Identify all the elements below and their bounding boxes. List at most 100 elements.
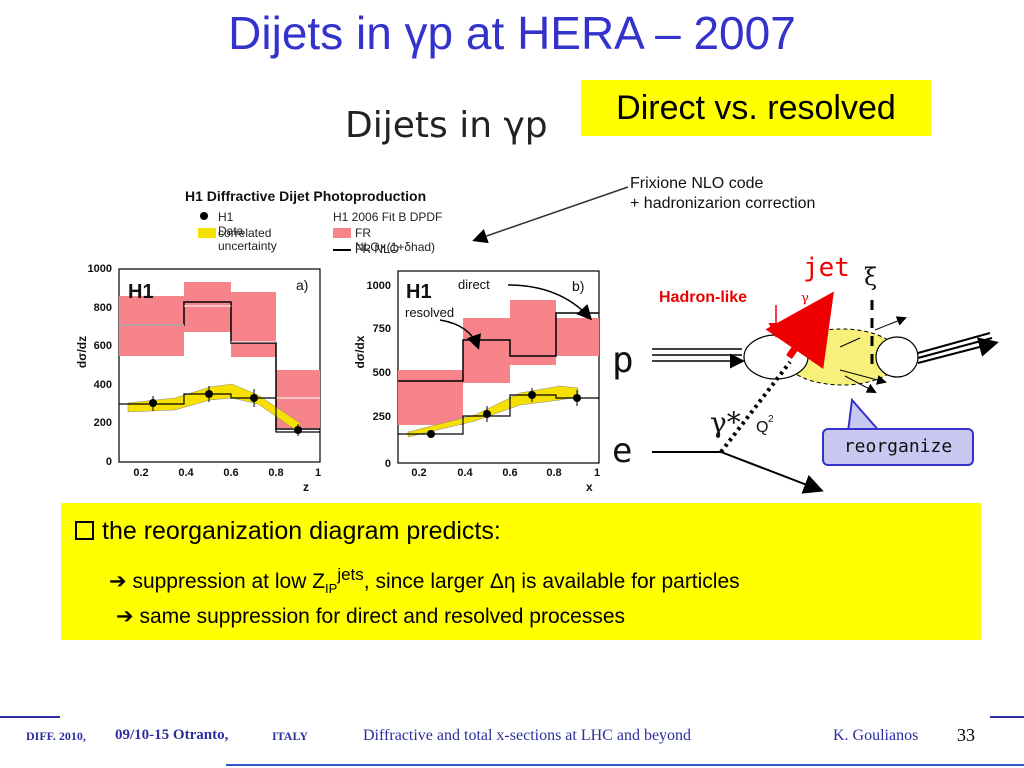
figure-heading: Dijets in γp <box>345 105 548 146</box>
legend-fit: H1 2006 Fit B DPDF <box>333 210 443 224</box>
proton-out-3 <box>917 337 999 364</box>
footer-bottom-rule <box>226 764 1024 766</box>
bullet-1: ➔ suppression at low ZIPjets, since larg… <box>109 565 740 596</box>
q2-superscript: 2 <box>768 414 774 425</box>
legend-corr2: uncertainty <box>218 239 277 253</box>
panel-a-ytick-200: 200 <box>94 417 112 429</box>
bullet-1-sub: IP <box>325 581 338 597</box>
footer-talk: Diffractive and total x-sections at LHC … <box>363 727 692 744</box>
reorganize-label: reorganize <box>822 428 974 466</box>
xi-label: ξ <box>864 263 877 291</box>
panel-b-band-4 <box>556 318 599 356</box>
footer-rule-left <box>0 716 60 718</box>
panel-a-ytick-400: 400 <box>94 379 112 391</box>
bullet-2-text: same suppression for direct and resolved… <box>139 605 626 628</box>
panel-b-ytick-1000: 1000 <box>367 280 391 292</box>
panel-b-ytick-0: 0 <box>385 458 391 470</box>
panel-a-ytick-800: 800 <box>94 302 112 314</box>
proton-out-1 <box>917 332 991 354</box>
bullet-main: the reorganization diagram predicts: <box>75 517 501 546</box>
data-marker-icon <box>200 212 208 220</box>
panel-b-xtick-1: 0.4 <box>457 467 473 479</box>
yellow-band-icon <box>198 228 216 238</box>
panel-b-xtick-4: 1 <box>594 467 600 479</box>
panel-b-data-points <box>427 388 581 438</box>
proton-out-2 <box>917 337 993 359</box>
panel-a-band-1 <box>119 296 184 356</box>
panel-b-resolved-label: resolved <box>405 305 454 320</box>
panel-b-fit-line <box>398 394 599 435</box>
footer-dates: 09/10-15 Otranto, <box>115 727 229 743</box>
panel-a-band-2 <box>184 282 231 332</box>
panel-a-tag: a) <box>296 277 308 293</box>
photon-line <box>719 360 792 454</box>
legend-right: H1 2006 Fit B DPDF FR NLO×(1+δhad) FR NL… <box>333 210 442 258</box>
panel-a-central <box>119 305 320 399</box>
red-band-icon <box>333 228 351 238</box>
q2-label: Q <box>756 419 768 436</box>
electron-out <box>720 451 824 494</box>
particle-1 <box>839 337 861 348</box>
particle-3 <box>839 369 887 385</box>
panel-a-xlabel: z <box>303 480 309 494</box>
panel-b-direct-label: direct <box>458 277 490 292</box>
particle-4 <box>844 375 877 393</box>
panel-b-h1-label: H1 <box>406 281 432 303</box>
panel-b-nlo-line <box>398 312 599 382</box>
line-icon <box>333 249 351 251</box>
panel-b-band-1 <box>398 370 463 425</box>
panel-b-tag: b) <box>572 278 584 294</box>
panel-b-xtick-2: 0.6 <box>502 467 517 479</box>
panel-a-ytick-0: 0 <box>106 456 112 468</box>
bullet-box: the reorganization diagram predicts: ➔ s… <box>61 503 981 640</box>
panel-b-xtick-3: 0.8 <box>546 467 561 479</box>
proton-label: p <box>612 340 634 381</box>
footer-author: K. Goulianos <box>833 727 919 744</box>
page-number: 33 <box>957 725 975 745</box>
footer-conf: DIFF. 2010, <box>26 729 86 743</box>
panel-a-fit-line <box>119 393 320 433</box>
panel-a-data-points <box>149 386 302 436</box>
panel-a-xtick-1: 0.4 <box>178 467 194 479</box>
panel-a-ytick-600: 600 <box>94 340 112 352</box>
nlo-annotation: Frixione NLO code + hadronizarion correc… <box>630 174 815 214</box>
panel-b-band-3 <box>510 300 556 365</box>
checkbox-bullet-icon <box>75 521 94 540</box>
legend-nlo-corr: FR NLO×(1+δhad) <box>355 226 436 254</box>
panel-b-ytick-750: 750 <box>373 323 391 335</box>
panel-b-ticks: 0 250 500 750 1000 0.2 0.4 0.6 0.8 1 <box>367 280 601 479</box>
bullet-1-post: , since larger Δη is available for parti… <box>363 570 740 593</box>
reorganization-diagram: jet ξ Hadron-like γ p e γ* Q 2 <box>612 253 999 494</box>
panel-b-ytick-250: 250 <box>373 411 391 423</box>
arrow-right-icon: ➔ <box>109 570 133 593</box>
gamma-star-label: γ* <box>710 406 741 439</box>
panel-a-ylabel: dσ/dz <box>75 336 89 368</box>
bullet-main-text: the reorganization diagram predicts: <box>102 517 501 545</box>
hadron-like-gamma: γ <box>801 291 809 306</box>
panel-a-band-3 <box>231 292 276 357</box>
legend-data: H1 Data <box>218 210 244 238</box>
slide-title: Dijets in γp at HERA – 2007 <box>228 7 796 59</box>
direct-vs-resolved-box: Direct vs. resolved <box>581 80 931 136</box>
panel-a: 0 200 400 600 800 1000 0.2 0.4 0.6 0.8 1… <box>75 263 321 494</box>
panel-b-band-2 <box>463 318 510 383</box>
panel-a-h1-label: H1 <box>128 281 154 303</box>
jet-arrow <box>765 291 834 369</box>
footer-country: ITALY <box>272 729 309 743</box>
electron-label: e <box>612 431 632 471</box>
panel-a-ticks: 0 200 400 600 800 1000 0.2 0.4 0.6 0.8 1 <box>88 263 322 479</box>
legend-nlo: FR NLO <box>355 242 400 256</box>
direct-arrow <box>507 284 593 321</box>
nlo-annotation-line1: Frixione NLO code <box>630 175 764 192</box>
bullet-1-sup: jets <box>337 565 364 584</box>
footer-rule-right <box>990 716 1024 718</box>
panel-a-xtick-2: 0.6 <box>223 467 238 479</box>
outgoing-proton-blob <box>875 336 919 378</box>
bullet-1-pre: suppression at low Z <box>132 570 326 593</box>
panel-b-xlabel: x <box>586 480 593 494</box>
panel-b-xtick-0: 0.2 <box>411 467 426 479</box>
panel-a-ytick-1000: 1000 <box>88 263 112 275</box>
panel-a-xtick-0: 0.2 <box>133 467 148 479</box>
panel-b: 0 250 500 750 1000 0.2 0.4 0.6 0.8 1 H1 … <box>353 270 601 494</box>
jet-label: jet <box>803 253 850 283</box>
